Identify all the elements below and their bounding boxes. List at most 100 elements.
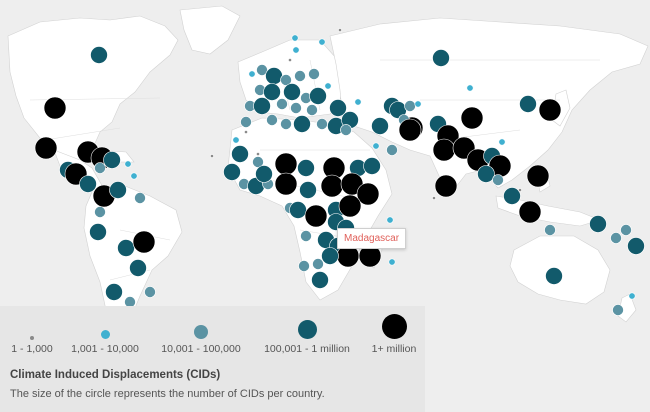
country-bubble[interactable] xyxy=(292,46,300,54)
country-bubble[interactable] xyxy=(519,95,537,113)
country-bubble[interactable] xyxy=(388,258,396,266)
country-bubble[interactable] xyxy=(288,58,292,62)
country-bubble[interactable] xyxy=(340,124,352,136)
country-bubble[interactable] xyxy=(274,172,298,196)
country-bubble[interactable] xyxy=(460,106,484,130)
country-bubble[interactable] xyxy=(252,156,264,168)
country-bubble[interactable] xyxy=(414,100,422,108)
country-bubble[interactable] xyxy=(434,174,458,198)
country-bubble[interactable] xyxy=(43,96,67,120)
country-bubble[interactable] xyxy=(265,67,283,85)
country-bubble[interactable] xyxy=(223,163,241,181)
country-tooltip: Madagascar xyxy=(337,228,407,249)
country-bubble[interactable] xyxy=(492,174,504,186)
country-bubble[interactable] xyxy=(404,100,416,112)
country-bubble[interactable] xyxy=(256,152,260,156)
country-bubble[interactable] xyxy=(103,151,121,169)
country-bubble[interactable] xyxy=(244,130,248,134)
country-bubble[interactable] xyxy=(94,206,106,218)
country-bubble[interactable] xyxy=(316,118,328,130)
country-bubble[interactable] xyxy=(94,162,106,174)
country-bubble[interactable] xyxy=(363,157,381,175)
country-bubble[interactable] xyxy=(276,98,288,110)
country-bubble[interactable] xyxy=(299,181,317,199)
country-bubble[interactable] xyxy=(291,34,299,42)
country-bubble[interactable] xyxy=(518,188,522,192)
country-bubble[interactable] xyxy=(240,116,252,128)
country-bubble[interactable] xyxy=(309,87,327,105)
country-bubble[interactable] xyxy=(248,70,256,78)
country-bubble[interactable] xyxy=(274,152,298,176)
country-bubble[interactable] xyxy=(280,118,292,130)
country-bubble[interactable] xyxy=(628,292,636,300)
country-bubble[interactable] xyxy=(308,68,320,80)
country-bubble[interactable] xyxy=(290,102,302,114)
country-bubble[interactable] xyxy=(627,237,645,255)
country-bubble[interactable] xyxy=(338,194,362,218)
country-bubble[interactable] xyxy=(498,138,506,146)
country-bubble[interactable] xyxy=(398,118,422,142)
country-bubble[interactable] xyxy=(466,84,474,92)
country-bubble[interactable] xyxy=(294,70,306,82)
country-bubble[interactable] xyxy=(253,97,271,115)
country-bubble[interactable] xyxy=(293,115,311,133)
country-bubble[interactable] xyxy=(318,38,326,46)
country-bubble[interactable] xyxy=(231,145,249,163)
country-bubble[interactable] xyxy=(432,196,436,200)
country-bubble[interactable] xyxy=(610,232,622,244)
country-bubble[interactable] xyxy=(321,247,339,265)
country-bubble[interactable] xyxy=(354,98,362,106)
country-bubble[interactable] xyxy=(300,230,312,242)
country-bubble[interactable] xyxy=(256,64,268,76)
country-bubble[interactable] xyxy=(117,239,135,257)
country-bubble[interactable] xyxy=(612,304,624,316)
country-bubble[interactable] xyxy=(210,154,214,158)
country-bubble[interactable] xyxy=(477,165,495,183)
country-bubble[interactable] xyxy=(545,267,563,285)
country-bubble[interactable] xyxy=(371,117,389,135)
country-bubble[interactable] xyxy=(298,260,310,272)
country-bubble[interactable] xyxy=(134,192,146,204)
country-bubble[interactable] xyxy=(255,165,273,183)
country-bubble[interactable] xyxy=(232,136,240,144)
country-bubble[interactable] xyxy=(620,224,632,236)
country-bubble[interactable] xyxy=(306,104,318,116)
country-bubble[interactable] xyxy=(589,215,607,233)
country-bubble[interactable] xyxy=(79,175,97,193)
country-bubble[interactable] xyxy=(518,200,542,224)
country-bubble[interactable] xyxy=(386,144,398,156)
country-bubble[interactable] xyxy=(132,230,156,254)
country-bubble[interactable] xyxy=(297,159,315,177)
country-bubble[interactable] xyxy=(538,98,562,122)
country-bubble[interactable] xyxy=(124,160,132,168)
country-bubble[interactable] xyxy=(432,138,456,162)
country-bubble[interactable] xyxy=(312,258,324,270)
country-bubble[interactable] xyxy=(129,259,147,277)
country-bubble[interactable] xyxy=(320,174,344,198)
country-bubble[interactable] xyxy=(372,142,380,150)
country-bubble[interactable] xyxy=(283,83,301,101)
country-bubble[interactable] xyxy=(544,224,556,236)
country-bubble[interactable] xyxy=(304,204,328,228)
country-bubble[interactable] xyxy=(266,114,278,126)
country-bubble[interactable] xyxy=(432,49,450,67)
country-bubble[interactable] xyxy=(289,201,307,219)
country-bubble[interactable] xyxy=(338,28,342,32)
country-bubble[interactable] xyxy=(356,182,380,206)
country-bubble[interactable] xyxy=(34,136,58,160)
country-bubble[interactable] xyxy=(144,286,156,298)
country-bubble[interactable] xyxy=(526,164,550,188)
country-bubble[interactable] xyxy=(324,82,332,90)
country-bubble[interactable] xyxy=(329,99,347,117)
country-bubble[interactable] xyxy=(263,83,281,101)
country-bubble[interactable] xyxy=(89,223,107,241)
country-bubble[interactable] xyxy=(130,172,138,180)
country-bubble[interactable] xyxy=(386,216,394,224)
country-bubble[interactable] xyxy=(105,283,123,301)
country-bubble[interactable] xyxy=(280,74,292,86)
country-bubble[interactable] xyxy=(503,187,521,205)
country-bubble[interactable] xyxy=(311,271,329,289)
country-bubble[interactable] xyxy=(109,181,127,199)
country-bubble[interactable] xyxy=(90,46,108,64)
